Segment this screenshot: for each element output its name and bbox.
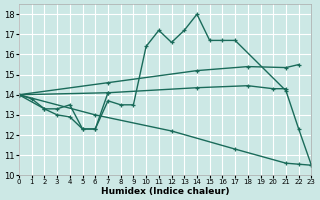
X-axis label: Humidex (Indice chaleur): Humidex (Indice chaleur) (101, 187, 229, 196)
